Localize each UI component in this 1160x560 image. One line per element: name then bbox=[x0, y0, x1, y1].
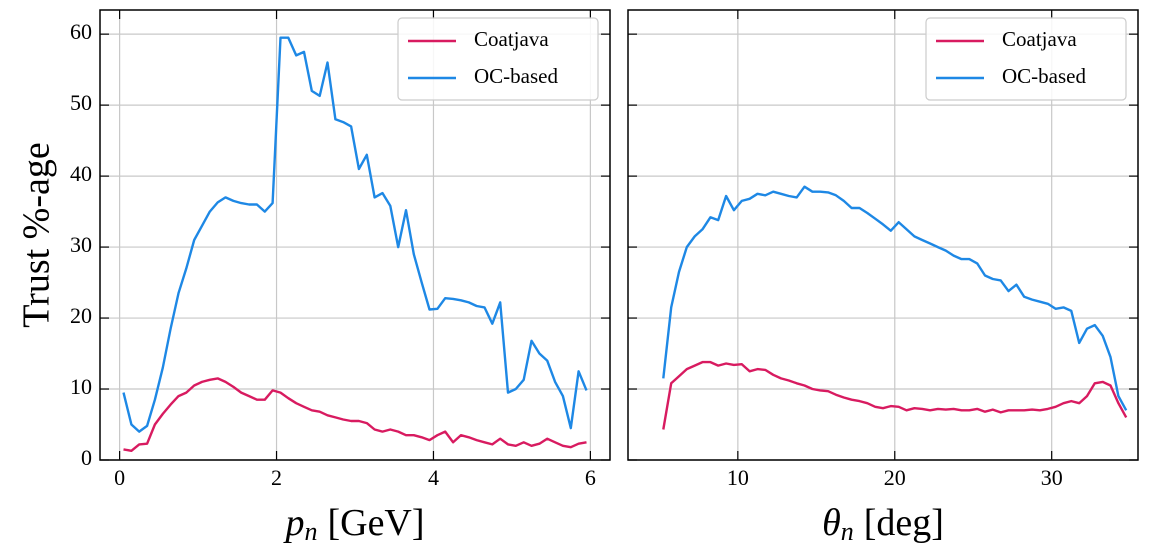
x-label-symbol: θ bbox=[822, 502, 841, 544]
y-axis-label: Trust %-age bbox=[16, 142, 58, 327]
y-tick-label: 0 bbox=[81, 445, 92, 470]
x-tick-label: 0 bbox=[114, 465, 125, 490]
x-label-unit: [deg] bbox=[864, 502, 944, 544]
line bbox=[662, 185, 1128, 411]
plot-frame bbox=[99, 9, 611, 461]
legend-box bbox=[925, 17, 1127, 101]
y-tick-label: 50 bbox=[70, 90, 92, 115]
y-tick-label: 60 bbox=[70, 19, 92, 44]
x-tick-label: 10 bbox=[727, 465, 749, 490]
legend-label: Coatjava bbox=[474, 27, 549, 51]
y-tick-label: 20 bbox=[70, 303, 92, 328]
x-tick-label: 30 bbox=[1041, 465, 1063, 490]
x-axis-label: θn [deg] bbox=[822, 502, 944, 546]
y-tick-label: 10 bbox=[70, 374, 92, 399]
plot-frame bbox=[627, 9, 1139, 461]
y-tick-label: 30 bbox=[70, 232, 92, 257]
legend-label: OC-based bbox=[474, 64, 558, 88]
x-tick-label: 6 bbox=[585, 465, 596, 490]
line bbox=[662, 360, 1128, 430]
x-tick-label: 4 bbox=[428, 465, 439, 490]
legend-label: Coatjava bbox=[1002, 27, 1077, 51]
legend-label: OC-based bbox=[1002, 64, 1086, 88]
y-tick-label: 40 bbox=[70, 161, 92, 186]
x-label-unit: [GeV] bbox=[327, 502, 424, 544]
line bbox=[123, 377, 587, 452]
x-axis-label: pn [GeV] bbox=[282, 502, 424, 546]
x-label-symbol: p bbox=[282, 502, 304, 544]
legend-box bbox=[397, 17, 599, 101]
x-tick-label: 2 bbox=[271, 465, 282, 490]
x-label-subscript: n bbox=[304, 517, 317, 546]
x-label-subscript: n bbox=[841, 517, 854, 546]
line bbox=[122, 36, 588, 433]
x-tick-label: 20 bbox=[884, 465, 906, 490]
